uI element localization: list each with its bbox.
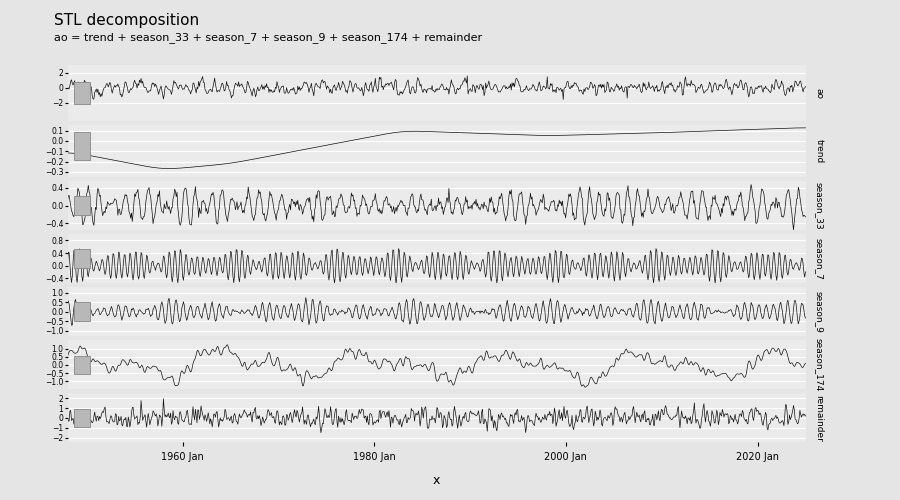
Text: ao: ao bbox=[814, 88, 824, 99]
Bar bbox=[74, 250, 90, 268]
Bar bbox=[74, 302, 90, 321]
Bar bbox=[74, 408, 90, 428]
Text: trend: trend bbox=[814, 139, 824, 164]
Text: season_33: season_33 bbox=[814, 182, 824, 230]
Text: x: x bbox=[433, 474, 440, 486]
Text: season_7: season_7 bbox=[814, 238, 824, 280]
Bar bbox=[74, 356, 90, 374]
Bar bbox=[74, 196, 90, 215]
Text: STL decomposition: STL decomposition bbox=[54, 12, 199, 28]
Bar bbox=[74, 82, 90, 104]
Text: season_9: season_9 bbox=[814, 291, 824, 333]
Bar bbox=[74, 132, 90, 160]
Text: ao = trend + season_33 + season_7 + season_9 + season_174 + remainder: ao = trend + season_33 + season_7 + seas… bbox=[54, 32, 482, 44]
Text: season_174: season_174 bbox=[814, 338, 824, 392]
Text: remainder: remainder bbox=[814, 394, 824, 442]
